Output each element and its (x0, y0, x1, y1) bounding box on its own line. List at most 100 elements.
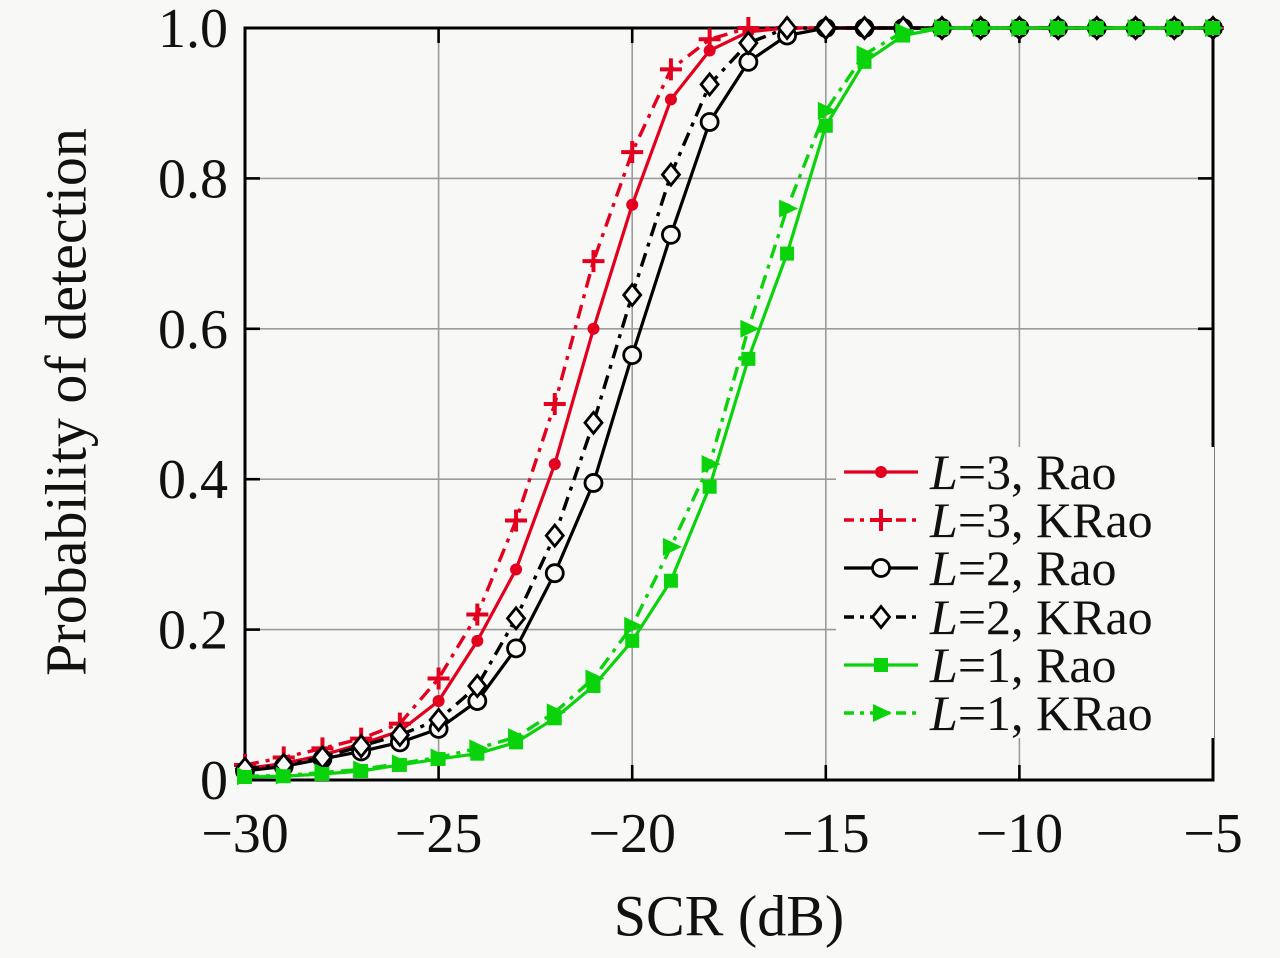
marker-dot (471, 634, 484, 647)
legend-item-l-3-rao: L=3, Rao (842, 444, 1214, 500)
marker-triangle-right (817, 101, 837, 120)
marker-diamond (699, 71, 720, 98)
marker-triangle-right (662, 537, 682, 556)
marker-triangle-right (314, 763, 334, 782)
y-tick-label: 1.0 (158, 0, 228, 60)
marker-dot (626, 198, 639, 211)
marker-square (741, 351, 756, 366)
legend-label: L=2, KRao (930, 588, 1153, 645)
marker-triangle-right (701, 455, 721, 474)
marker-triangle-right (469, 739, 489, 758)
marker-diamond (776, 15, 798, 41)
marker-diamond (815, 15, 837, 41)
marker-circle (871, 558, 891, 579)
x-tick-label: −15 (782, 803, 870, 865)
marker-square (780, 246, 795, 261)
marker-diamond (583, 410, 604, 436)
marker-triangle-right (856, 45, 876, 64)
legend: L=3, Rao L=3, KRao L=2, Rao L=2, KRao L=1, R… (836, 447, 1214, 738)
x-tick-label: −25 (395, 803, 483, 865)
marker-triangle-right (1127, 19, 1147, 37)
plot-frame (243, 26, 1215, 782)
marker-triangle-right (779, 199, 799, 218)
series-l-1-krao (237, 19, 1224, 786)
marker-triangle-right (1088, 19, 1108, 37)
marker-diamond (660, 161, 682, 188)
y-tick-label: 0.8 (158, 148, 228, 210)
legend-item-l-3-krao: L=3, KRao (842, 492, 1214, 549)
legend-item-l-2-krao: L=2, KRao (842, 588, 1214, 645)
marker-triangle-right (430, 748, 450, 767)
marker-dot (587, 322, 600, 335)
marker-dot (703, 44, 716, 57)
marker-triangle-right (1166, 19, 1186, 37)
x-tick-label: −20 (588, 803, 676, 865)
marker-dot (510, 563, 523, 576)
y-axis-label: Probability of detection (33, 128, 99, 676)
marker-triangle-right (972, 19, 992, 37)
marker-triangle-right (624, 616, 644, 635)
marker-triangle-right (585, 669, 605, 688)
legend-label: L=1, Rao (930, 636, 1117, 693)
y-tick-label: 0.4 (158, 449, 228, 511)
marker-triangle-right (895, 22, 915, 41)
marker-circle (738, 51, 759, 72)
marker-square (818, 118, 833, 133)
marker-diamond (621, 282, 643, 308)
series-line (244, 26, 1213, 767)
legend-sample-line (844, 509, 918, 532)
marker-triangle-right (1050, 19, 1070, 37)
marker-dot (664, 93, 677, 106)
marker-square (663, 573, 678, 588)
marker-diamond (428, 707, 449, 733)
y-tick-label: 0 (200, 750, 228, 812)
marker-diamond (505, 605, 527, 632)
marker-triangle-right (275, 766, 295, 785)
legend-sample-line (844, 657, 918, 672)
marker-triangle-right (740, 319, 760, 338)
marker-triangle-right (1011, 19, 1031, 37)
marker-diamond (467, 673, 488, 699)
marker-dot (548, 458, 561, 471)
marker-triangle-right (237, 767, 256, 786)
marker-triangle-right (353, 760, 373, 779)
y-tick-label: 0.6 (158, 299, 228, 361)
x-tick-label: −5 (1183, 803, 1243, 865)
marker-circle (622, 345, 643, 366)
legend-sample-line (844, 558, 918, 579)
y-tick-label: 0.2 (158, 600, 228, 662)
marker-circle (544, 563, 565, 584)
marker-square (702, 479, 717, 494)
marker-diamond (389, 722, 411, 748)
marker-triangle-right (508, 728, 528, 747)
marker-triangle-right (873, 703, 892, 722)
marker-circle (506, 638, 526, 659)
marker-diamond (738, 30, 759, 56)
legend-label: L=3, Rao (930, 444, 1117, 500)
legend-sample-line (844, 466, 918, 478)
legend-item-l-2-rao: L=2, Rao (842, 540, 1214, 597)
marker-triangle-right (933, 19, 953, 37)
marker-triangle-right (1205, 19, 1224, 37)
marker-triangle-right (391, 754, 411, 773)
marker-square (874, 657, 888, 672)
legend-sample-line (844, 703, 918, 722)
legend-sample-line (844, 603, 918, 630)
x-axis-label: SCR (dB) (613, 883, 845, 949)
marker-circle (699, 112, 720, 132)
x-tick-label: −10 (976, 803, 1064, 865)
marker-diamond (870, 603, 892, 630)
legend-label: L=1, KRao (930, 684, 1153, 741)
marker-circle (661, 224, 681, 245)
x-tick-label: −30 (201, 803, 289, 865)
legend-label: L=2, Rao (930, 540, 1117, 597)
marker-circle (583, 473, 604, 493)
marker-diamond (544, 522, 566, 549)
marker-diamond (350, 733, 372, 759)
marker-dot (875, 466, 887, 478)
marker-triangle-right (546, 703, 566, 722)
legend-label: L=3, KRao (930, 492, 1153, 549)
marker-square (625, 633, 640, 648)
marker-diamond (854, 15, 875, 41)
